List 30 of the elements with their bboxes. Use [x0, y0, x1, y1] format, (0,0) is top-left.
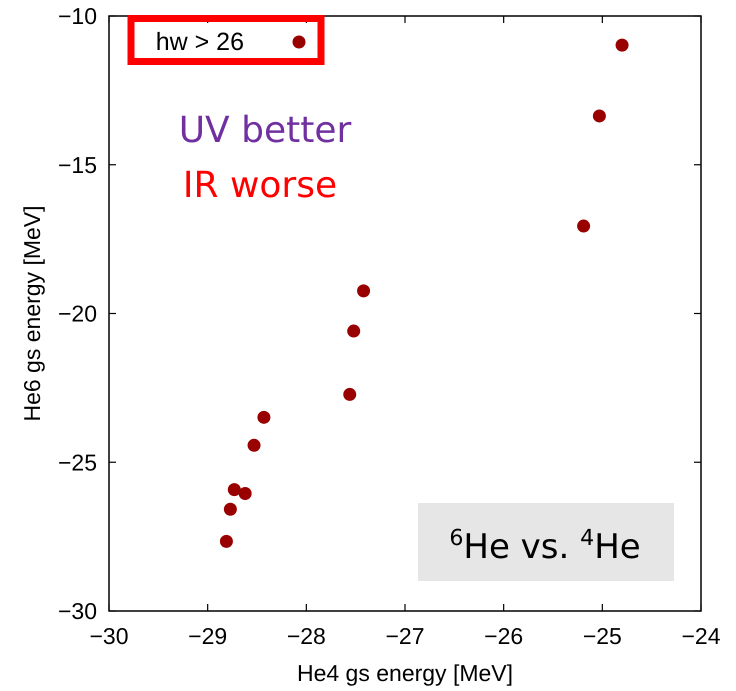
point	[347, 324, 360, 338]
point	[228, 483, 241, 496]
x-tick-label: −25	[582, 623, 622, 649]
y-tick-label: −25	[58, 449, 97, 476]
y-axis-title: He6 gs energy [MeV]	[19, 205, 45, 422]
x-tick-label: −24	[681, 623, 721, 649]
point	[248, 438, 261, 452]
point	[577, 220, 590, 233]
point	[357, 284, 370, 298]
x-tick-label: −29	[188, 623, 228, 649]
x-tick-label: −27	[385, 623, 425, 649]
point	[224, 502, 237, 516]
point	[238, 487, 252, 500]
y-tick-label: −30	[58, 598, 97, 624]
x-tick-label: −30	[89, 623, 129, 649]
annotation: UV better	[178, 110, 352, 151]
point	[220, 534, 233, 548]
point	[343, 388, 356, 401]
y-tick-label: −20	[58, 300, 97, 326]
x-tick-label: −28	[286, 623, 326, 649]
point	[257, 410, 270, 424]
y-tick-label: −15	[58, 152, 97, 178]
point	[616, 38, 629, 52]
annotation: $^{6}$He vs. $^{4}$He	[449, 525, 641, 567]
annotation: IR worse	[182, 165, 338, 206]
x-axis-title: He4 gs energy [MeV]	[296, 660, 514, 686]
point	[592, 109, 606, 122]
y-tick-label: −10	[58, 3, 97, 29]
x-tick-label: −26	[484, 623, 524, 649]
legend-label: hw > 26	[156, 28, 244, 56]
